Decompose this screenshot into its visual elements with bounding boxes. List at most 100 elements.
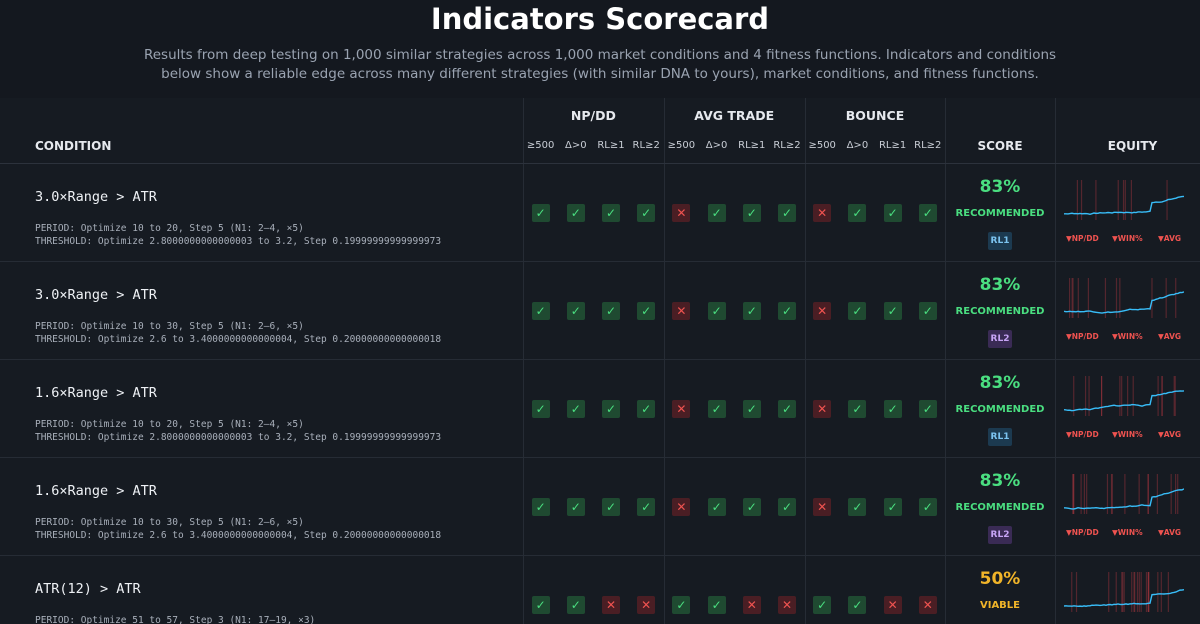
score: 83% (979, 471, 1021, 491)
check-fail: ✕ (883, 596, 902, 614)
row-divider (0, 261, 1200, 262)
check-pass: ✓ (707, 204, 726, 222)
subcolumn-header: Δ>0 (564, 140, 587, 151)
check-pass: ✓ (602, 302, 620, 320)
check-pass: ✓ (602, 204, 620, 222)
check-pass: ✓ (531, 498, 550, 516)
check-pass: ✓ (707, 400, 726, 418)
check-pass: ✓ (531, 400, 550, 418)
check-pass: ✓ (637, 302, 656, 320)
condition-name: ATR(12) > ATR (35, 581, 141, 597)
check-pass: ✓ (602, 498, 620, 516)
check-pass: ✓ (778, 498, 796, 516)
check-pass: ✓ (883, 204, 902, 222)
check-pass: ✓ (637, 498, 656, 516)
condition-name: 3.0×Range > ATR (35, 189, 157, 205)
check-pass: ✓ (848, 400, 867, 418)
check-fail: ✕ (742, 596, 761, 614)
column-divider (804, 98, 806, 624)
condition-param: PERIOD: Optimize 51 to 57, Step 3 (N1: 1… (35, 615, 316, 624)
equity-legend: ▼WIN% (1112, 430, 1143, 439)
score: 83% (979, 177, 1021, 197)
condition-param: PERIOD: Optimize 10 to 30, Step 5 (N1: 2… (35, 517, 304, 528)
equity-legend: ▼WIN% (1112, 528, 1143, 537)
equity-legend: ▼AVG (1158, 430, 1182, 439)
check-pass: ✓ (848, 204, 867, 222)
check-pass: ✓ (707, 498, 726, 516)
check-pass: ✓ (778, 400, 796, 418)
check-pass: ✓ (531, 302, 550, 320)
page-title: Indicators Scorecard (430, 2, 770, 36)
condition-param: PERIOD: Optimize 10 to 20, Step 5 (N1: 2… (35, 419, 304, 430)
check-pass: ✓ (918, 400, 937, 418)
check-pass: ✓ (566, 400, 585, 418)
subcolumn-header: RL≥1 (597, 140, 625, 151)
equity-legend: ▼AVG (1158, 332, 1182, 341)
check-pass: ✓ (918, 498, 937, 516)
subcolumn-header: ≥500 (808, 140, 836, 151)
check-pass: ✓ (637, 204, 656, 222)
verdict: RECOMMENDED (955, 208, 1045, 219)
check-fail: ✕ (813, 302, 832, 320)
subcolumn-header: RL≥2 (632, 140, 660, 151)
check-pass: ✓ (566, 498, 585, 516)
column-header: SCORE (977, 139, 1023, 153)
badge: RL2 (988, 330, 1012, 348)
column-header: EQUITY (1107, 139, 1158, 153)
subcolumn-header: RL≥2 (914, 140, 942, 151)
check-pass: ✓ (883, 400, 902, 418)
check-pass: ✓ (848, 302, 867, 320)
check-fail: ✕ (602, 596, 620, 614)
condition-name: 1.6×Range > ATR (35, 385, 157, 401)
check-pass: ✓ (531, 204, 550, 222)
check-pass: ✓ (707, 596, 726, 614)
check-fail: ✕ (672, 498, 691, 516)
row-divider (0, 457, 1200, 458)
equity-legend: ▼NP/DD (1066, 234, 1099, 243)
check-pass: ✓ (602, 400, 620, 418)
check-pass: ✓ (918, 204, 937, 222)
check-pass: ✓ (883, 302, 902, 320)
column-divider (523, 98, 524, 624)
verdict: RECOMMENDED (955, 306, 1045, 317)
check-pass: ✓ (742, 498, 761, 516)
scorecard-table: NP/DD ≥500 Δ>0 RL≥1 RL≥2 AVG TRADE ≥500 Δ>0 RL≥1… (0, 98, 1200, 624)
check-pass: ✓ (672, 596, 691, 614)
equity-legend: ▼NP/DD (1066, 332, 1099, 341)
check-pass: ✓ (848, 596, 867, 614)
equity-sparkline (1064, 572, 1184, 612)
check-pass: ✓ (848, 498, 867, 516)
check-pass: ✓ (531, 596, 550, 614)
badge: RL1 (988, 232, 1012, 250)
badge: RL1 (988, 428, 1012, 446)
equity-sparkline (1064, 474, 1184, 514)
condition-param: THRESHOLD: Optimize 2.6 to 3.40000000000… (35, 334, 442, 345)
check-fail: ✕ (672, 204, 691, 222)
condition-param: PERIOD: Optimize 10 to 20, Step 5 (N1: 2… (35, 223, 304, 234)
equity-legend: ▼AVG (1158, 234, 1182, 243)
check-pass: ✓ (566, 596, 585, 614)
subtitle: below show a reliable edge across many d… (161, 66, 1039, 82)
subcolumn-header: ≥500 (667, 140, 696, 151)
condition-param: THRESHOLD: Optimize 2.8000000000000003 t… (35, 236, 442, 247)
badge: RL2 (988, 526, 1012, 544)
check-fail: ✕ (637, 596, 656, 614)
subcolumn-header: ≥500 (526, 140, 555, 151)
column-header: CONDITION (35, 139, 112, 153)
subcolumn-header: RL≥1 (878, 140, 907, 151)
condition-name: 1.6×Range > ATR (35, 483, 157, 499)
subcolumn-header: RL≥1 (738, 140, 766, 151)
check-pass: ✓ (778, 302, 796, 320)
score: 83% (979, 373, 1021, 393)
check-pass: ✓ (742, 400, 761, 418)
check-fail: ✕ (813, 498, 832, 516)
check-pass: ✓ (918, 302, 937, 320)
check-fail: ✕ (672, 400, 691, 418)
check-pass: ✓ (566, 302, 585, 320)
subcolumn-header: Δ>0 (846, 140, 869, 151)
check-pass: ✓ (813, 596, 832, 614)
group-header: AVG TRADE (694, 108, 775, 123)
group-header: BOUNCE (845, 108, 905, 123)
check-fail: ✕ (778, 596, 796, 614)
